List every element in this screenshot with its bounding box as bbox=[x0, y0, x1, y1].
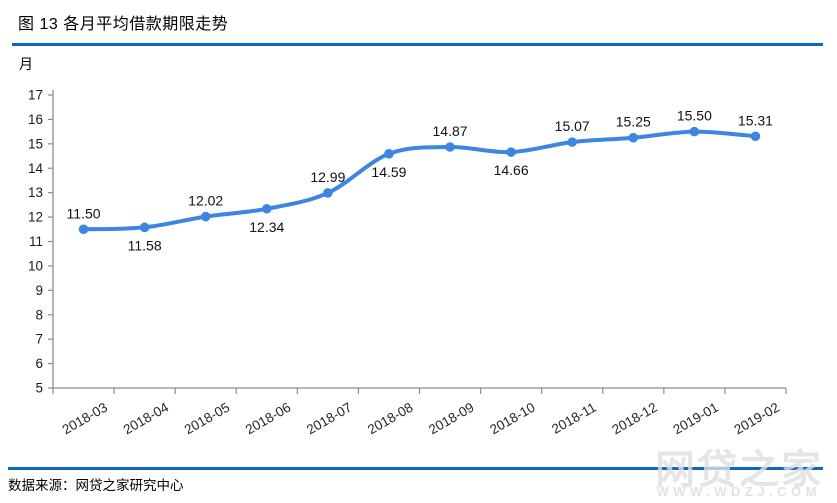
y-tick-label: 17 bbox=[28, 88, 43, 103]
data-label: 14.87 bbox=[433, 123, 468, 139]
x-tick-label: 2018-09 bbox=[426, 400, 476, 438]
y-tick-label: 9 bbox=[35, 283, 43, 298]
y-tick-label: 12 bbox=[28, 210, 43, 225]
data-point bbox=[139, 222, 150, 233]
data-point bbox=[445, 142, 455, 152]
data-source-note: 数据来源：网贷之家研究中心 bbox=[8, 478, 184, 493]
data-point bbox=[323, 188, 333, 198]
y-tick-label: 15 bbox=[28, 136, 43, 151]
data-point bbox=[261, 203, 272, 214]
data-label: 15.25 bbox=[616, 114, 651, 130]
data-label: 12.02 bbox=[188, 193, 223, 209]
series-line bbox=[81, 129, 758, 232]
data-label: 14.59 bbox=[371, 164, 406, 180]
y-axis-unit-label: 月 bbox=[19, 56, 33, 72]
x-tick-label: 2018-07 bbox=[304, 400, 354, 438]
data-label: 11.50 bbox=[67, 205, 101, 221]
data-point bbox=[689, 126, 700, 137]
data-point bbox=[750, 131, 761, 142]
x-tick-label: 2018-11 bbox=[549, 400, 599, 437]
data-point bbox=[78, 224, 89, 235]
data-point bbox=[506, 147, 516, 157]
line-chart-plot: 5 6 7 8 9 10 11 12 13 14 15 16 17 2018-03 2018-04 2018-… bbox=[28, 88, 787, 438]
y-tick-label: 8 bbox=[35, 307, 43, 322]
x-tick-label: 2018-08 bbox=[365, 400, 415, 438]
y-tick-label: 16 bbox=[28, 112, 43, 127]
data-point bbox=[200, 211, 211, 222]
data-label: 11.58 bbox=[128, 237, 162, 253]
data-point bbox=[628, 132, 639, 143]
title-separator bbox=[12, 43, 823, 46]
x-tick-label: 2018-03 bbox=[60, 400, 110, 438]
data-label: 15.07 bbox=[555, 118, 590, 134]
y-tick-label: 5 bbox=[35, 381, 43, 396]
x-tick-label: 2018-06 bbox=[243, 400, 293, 438]
x-tick-label: 2019-02 bbox=[732, 400, 782, 438]
data-label: 12.99 bbox=[310, 169, 345, 185]
x-tick-label: 2019-01 bbox=[670, 400, 720, 438]
y-tick-label: 10 bbox=[28, 258, 43, 273]
footer-separator bbox=[8, 467, 823, 470]
y-tick-label: 13 bbox=[28, 185, 43, 200]
chart-title: 图 13 各月平均借款期限走势 bbox=[18, 16, 229, 33]
data-label: 15.31 bbox=[738, 112, 773, 128]
x-tick-label: 2018-05 bbox=[182, 400, 232, 438]
data-label: 15.50 bbox=[677, 108, 712, 124]
x-tick-label: 2018-04 bbox=[121, 399, 172, 437]
data-point bbox=[384, 149, 394, 159]
y-tick-label: 11 bbox=[29, 234, 43, 249]
data-label: 12.34 bbox=[249, 219, 284, 235]
y-tick-label: 6 bbox=[35, 356, 43, 371]
x-tick-label: 2018-10 bbox=[487, 400, 537, 438]
data-label: 14.66 bbox=[494, 162, 529, 178]
y-tick-label: 14 bbox=[28, 161, 44, 176]
watermark-url: WWW.WDZJ.COM bbox=[656, 484, 821, 499]
y-tick-label: 7 bbox=[35, 332, 43, 347]
x-tick-label: 2018-12 bbox=[609, 400, 659, 438]
data-point bbox=[567, 137, 578, 147]
